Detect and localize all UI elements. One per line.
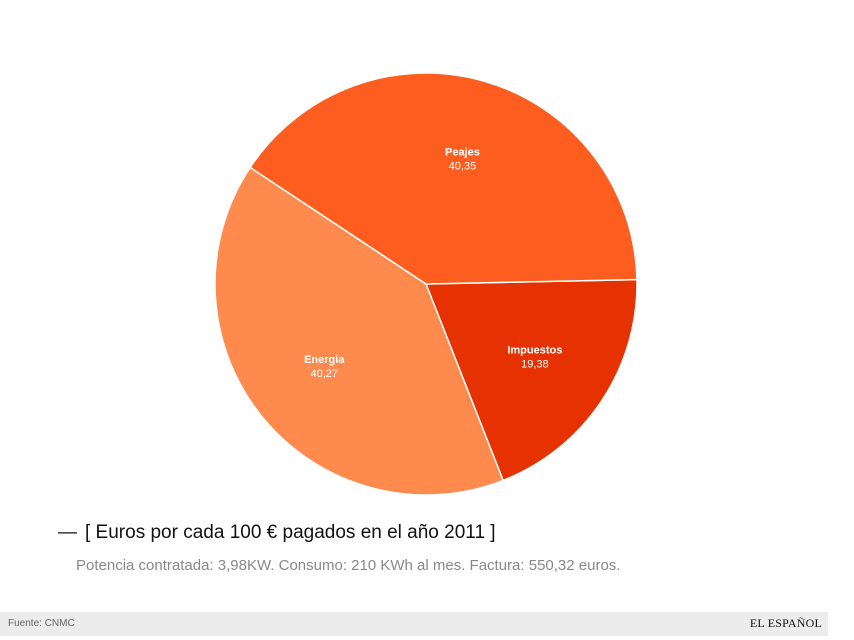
slice-name-peajes: Peajes — [445, 146, 480, 158]
brand-logo: EL ESPAÑOL — [749, 616, 822, 630]
slice-value-impuestos: 19,38 — [521, 359, 549, 371]
slice-label-energia: Energía 40,27 — [304, 354, 345, 380]
pie-slice-peajes — [249, 72, 638, 285]
slice-name-energia: Energía — [304, 354, 345, 366]
slice-name-impuestos: Impuestos — [507, 345, 562, 357]
slice-label-peajes: Peajes 40,35 — [445, 146, 480, 172]
pie-chart: Impuestos 19,38 Energía 40,27 Peajes 40,35 — [214, 72, 638, 496]
pie-slice-impuestos — [424, 278, 638, 482]
title-dash: — — [58, 522, 77, 543]
chart-subtitle: Potencia contratada: 3,98KW. Consumo: 21… — [76, 557, 621, 574]
chart-title: — [ Euros por cada 100 € pagados en el añ… — [58, 522, 496, 544]
footer-bar: Fuente: CNMC EL ESPAÑOL — [0, 612, 828, 636]
slice-value-energia: 40,27 — [310, 368, 338, 380]
pie-slice-energia — [214, 166, 505, 496]
chart-title-text: [ Euros por cada 100 € pagados en el año… — [85, 522, 496, 543]
slice-label-impuestos: Impuestos 19,38 — [507, 345, 562, 371]
source-credit: Fuente: CNMC — [8, 618, 75, 629]
slice-value-peajes: 40,35 — [449, 160, 477, 172]
pie-chart-svg: Impuestos 19,38 Energía 40,27 Peajes 40,35 — [214, 72, 638, 496]
